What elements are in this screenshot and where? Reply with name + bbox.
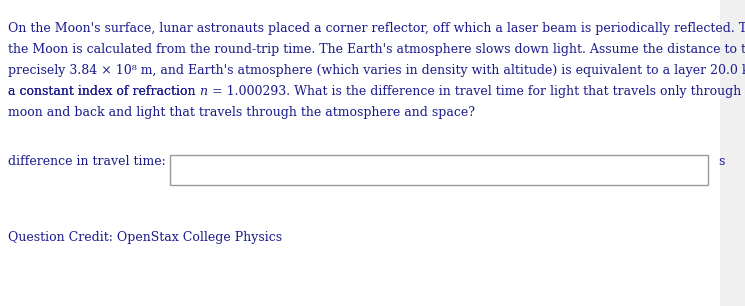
Text: a constant index of refraction n: a constant index of refraction n xyxy=(8,85,207,98)
Text: On the Moon's surface, lunar astronauts placed a corner reflector, off which a l: On the Moon's surface, lunar astronauts … xyxy=(8,22,745,35)
Text: a constant index of refraction: a constant index of refraction xyxy=(8,85,200,98)
Bar xyxy=(170,155,708,185)
Text: s: s xyxy=(718,155,724,168)
Bar xyxy=(720,0,745,306)
Text: n: n xyxy=(200,85,208,98)
Text: a constant index of refraction: a constant index of refraction xyxy=(8,85,200,98)
Text: difference in travel time:: difference in travel time: xyxy=(8,155,165,168)
Text: a constant index of refraction: a constant index of refraction xyxy=(8,85,200,98)
Text: precisely 3.84 × 10⁸ m, and Earth's atmosphere (which varies in density with alt: precisely 3.84 × 10⁸ m, and Earth's atmo… xyxy=(8,64,745,77)
Text: moon and back and light that travels through the atmosphere and space?: moon and back and light that travels thr… xyxy=(8,106,475,119)
Text: the Moon is calculated from the round-trip time. The Earth's atmosphere slows do: the Moon is calculated from the round-tr… xyxy=(8,43,745,56)
Text: a constant index of refraction n: a constant index of refraction n xyxy=(8,85,208,98)
Text: = 1.000293. What is the difference in travel time for light that travels only th: = 1.000293. What is the difference in tr… xyxy=(208,85,745,98)
Text: Question Credit: OpenStax College Physics: Question Credit: OpenStax College Physic… xyxy=(8,231,282,244)
